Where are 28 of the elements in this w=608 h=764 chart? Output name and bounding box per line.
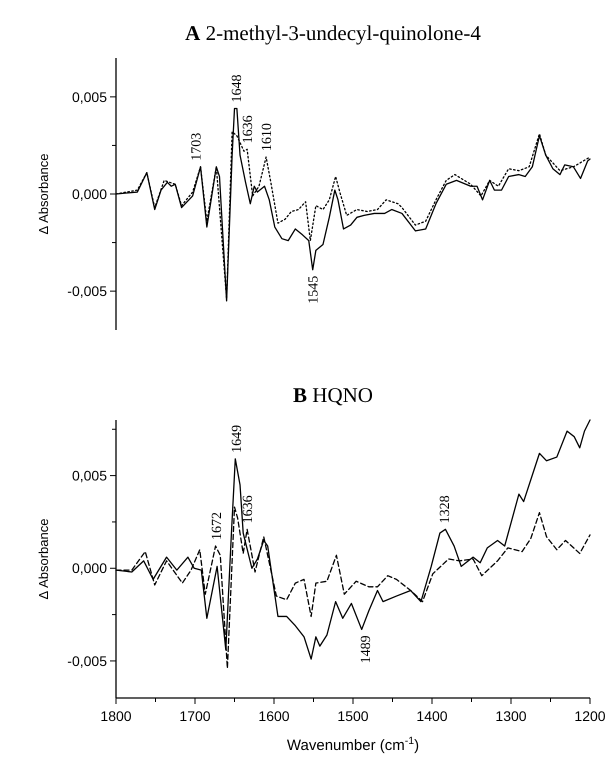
annotation: 1545 bbox=[306, 276, 322, 304]
annotation: 1636 bbox=[241, 115, 256, 144]
annotation: 1648 bbox=[230, 74, 245, 103]
annotation: 1703 bbox=[190, 132, 205, 161]
x-tick-label: 1300 bbox=[495, 708, 527, 724]
y-tick-label: 0,005 bbox=[72, 468, 108, 484]
y-tick-label: -0,005 bbox=[67, 652, 108, 669]
annotation: 1610 bbox=[260, 123, 275, 152]
x-tick-label: 1700 bbox=[179, 708, 211, 724]
y-axis-title: Δ Absorbance bbox=[36, 518, 51, 600]
x-tick-label: 1400 bbox=[416, 708, 448, 724]
annotation: 1672 bbox=[210, 512, 226, 540]
y-tick-label: 0,005 bbox=[72, 88, 108, 105]
annotation: 1636 bbox=[241, 495, 256, 524]
annotation: 1328 bbox=[438, 495, 453, 524]
x-tick-label: 1600 bbox=[258, 708, 290, 724]
annotation: 1649 bbox=[230, 424, 245, 453]
x-axis-title: Wavenumber (cm$^{-1}$) bbox=[286, 735, 420, 754]
x-tick-label: 1200 bbox=[574, 708, 606, 724]
y-tick-label: 0,000 bbox=[72, 560, 108, 576]
y-tick-label: 0,000 bbox=[72, 186, 108, 202]
x-tick-label: 1500 bbox=[337, 708, 369, 724]
chart-title: A 2-methyl-3-undecyl-quinolone-4 bbox=[185, 21, 482, 45]
annotation: 1489 bbox=[358, 635, 374, 664]
y-tick-label: -0,005 bbox=[67, 283, 108, 300]
y-axis-title: Δ Absorbance bbox=[36, 154, 51, 234]
chart-title: B HQNO bbox=[293, 383, 373, 407]
x-tick-label: 1800 bbox=[100, 708, 132, 724]
